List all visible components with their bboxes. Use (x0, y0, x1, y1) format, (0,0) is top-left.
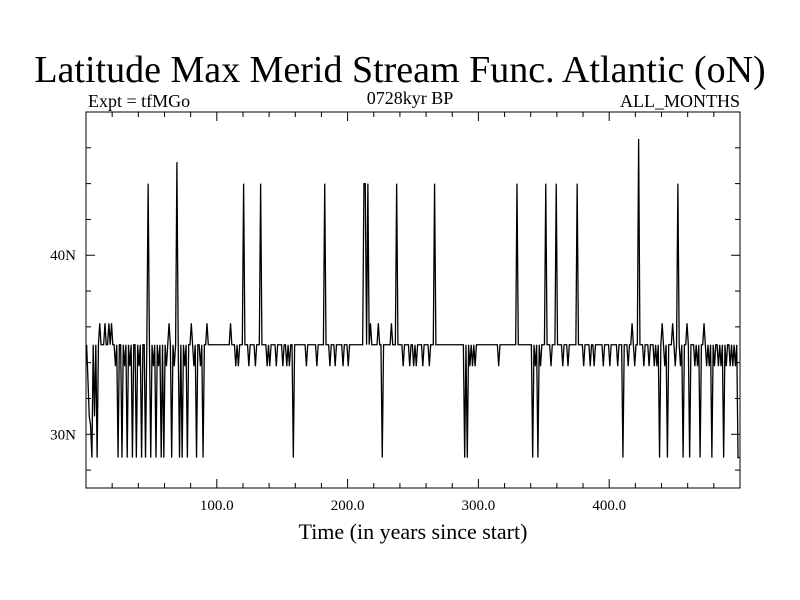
chart-title: Latitude Max Merid Stream Func. Atlantic… (34, 49, 766, 91)
chart-subtitle: 0728kyr BP (366, 88, 454, 108)
series-layer (86, 138, 740, 459)
y-tick-label: 30N (50, 427, 76, 443)
x-tick-label: 100.0 (200, 498, 234, 514)
x-tick-label: 400.0 (592, 498, 626, 514)
x-axis-label: Time (in years since start) (298, 519, 528, 544)
experiment-label: Expt = tfMGo (88, 91, 191, 111)
x-tick-label: 300.0 (462, 498, 496, 514)
axis-ticks (86, 111, 740, 488)
plot-frame (85, 111, 741, 489)
x-tick-label: 200.0 (331, 498, 365, 514)
months-label: ALL_MONTHS (620, 91, 740, 111)
latitude-series-line (86, 138, 740, 459)
tick-labels: 100.0 200.0 300.0 400.0 30N 40N (50, 248, 626, 514)
y-tick-label: 40N (50, 248, 76, 264)
